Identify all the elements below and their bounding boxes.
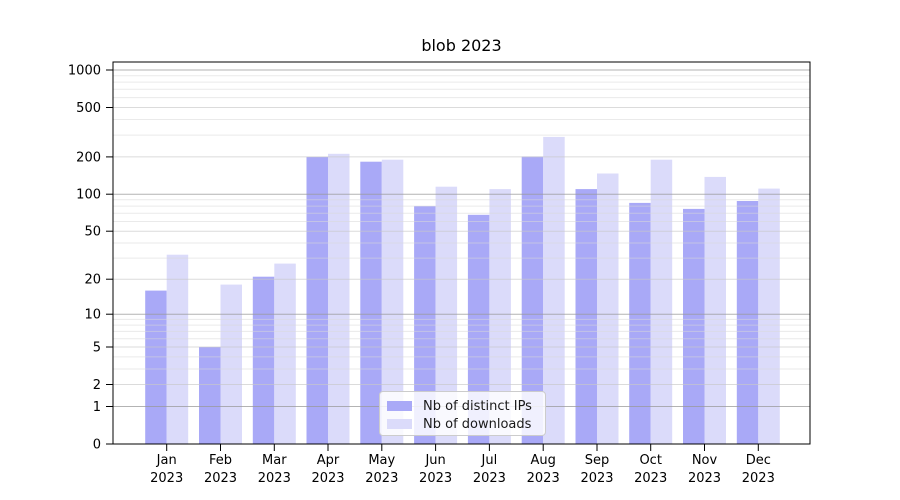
x-tick-label-year: 2023 <box>311 471 344 486</box>
x-tick-label-year: 2023 <box>419 471 452 486</box>
legend-swatch-downloads <box>387 419 412 429</box>
x-tick-label-month: Jul <box>481 453 498 468</box>
bar-downloads <box>489 189 511 444</box>
y-tick-label: 1 <box>93 400 101 415</box>
legend-swatch-distinct-ips <box>387 401 412 411</box>
y-tick-label: 200 <box>76 150 101 165</box>
bar-downloads <box>274 263 296 444</box>
x-tick-label-year: 2023 <box>365 471 398 486</box>
y-tick-label: 2 <box>93 378 101 393</box>
x-tick-label-year: 2023 <box>150 471 183 486</box>
legend-item-distinct-ips: Nb of distinct IPs <box>387 397 537 415</box>
bar-distinct-ips <box>145 290 167 444</box>
x-tick-label-month: Nov <box>692 453 718 468</box>
bar-downloads <box>597 173 619 444</box>
bar-distinct-ips <box>252 276 275 444</box>
x-tick-label-year: 2023 <box>527 471 560 486</box>
y-tick-label: 1000 <box>68 64 101 79</box>
x-tick-label-month: Jun <box>424 453 445 468</box>
legend-label-downloads: Nb of downloads <box>423 416 532 432</box>
x-tick-label-month: Jan <box>156 453 177 468</box>
bar-downloads <box>650 159 673 444</box>
bar-downloads <box>704 176 726 444</box>
bar-distinct-ips <box>467 214 490 444</box>
bar-distinct-ips <box>629 202 651 444</box>
x-tick-label-month: Dec <box>746 453 771 468</box>
bar-downloads <box>220 284 242 444</box>
x-tick-label-month: Aug <box>531 453 556 468</box>
x-tick-label-month: Sep <box>585 453 610 468</box>
x-tick-label-year: 2023 <box>204 471 237 486</box>
legend: Nb of distinct IPs Nb of downloads <box>379 391 546 436</box>
x-tick-label-year: 2023 <box>688 471 721 486</box>
bar-downloads <box>435 186 458 444</box>
x-tick-label-month: Oct <box>639 453 661 468</box>
y-tick-label: 10 <box>84 308 101 323</box>
bar-downloads <box>758 188 780 444</box>
bar-distinct-ips <box>736 201 759 444</box>
bar-distinct-ips <box>306 156 328 444</box>
bar-downloads <box>543 136 565 444</box>
y-tick-label: 0 <box>93 438 101 453</box>
legend-item-downloads: Nb of downloads <box>387 415 537 433</box>
bar-distinct-ips <box>521 156 544 444</box>
bar-distinct-ips <box>199 347 221 444</box>
bar-distinct-ips <box>683 208 705 444</box>
bar-distinct-ips <box>360 161 382 444</box>
chart-title: blob 2023 <box>421 36 502 55</box>
y-tick-label: 5 <box>93 341 101 356</box>
bar-distinct-ips <box>575 189 597 444</box>
y-tick-label: 20 <box>84 273 101 288</box>
x-tick-label-month: May <box>368 453 395 468</box>
x-tick-label-month: Mar <box>262 453 287 468</box>
x-tick-label-year: 2023 <box>580 471 613 486</box>
x-tick-label-year: 2023 <box>634 471 667 486</box>
bar-downloads <box>166 254 189 444</box>
bar-downloads <box>328 153 350 445</box>
x-tick-label-year: 2023 <box>258 471 291 486</box>
y-tick-label: 500 <box>76 101 101 116</box>
x-tick-label-year: 2023 <box>473 471 506 486</box>
y-tick-label: 50 <box>84 225 101 240</box>
x-tick-label-year: 2023 <box>742 471 775 486</box>
x-tick-label-month: Feb <box>209 453 232 468</box>
y-tick-label: 100 <box>76 188 101 203</box>
axes-frame <box>112 61 811 445</box>
x-tick-label-month: Apr <box>317 453 340 468</box>
legend-label-distinct-ips: Nb of distinct IPs <box>423 398 532 414</box>
